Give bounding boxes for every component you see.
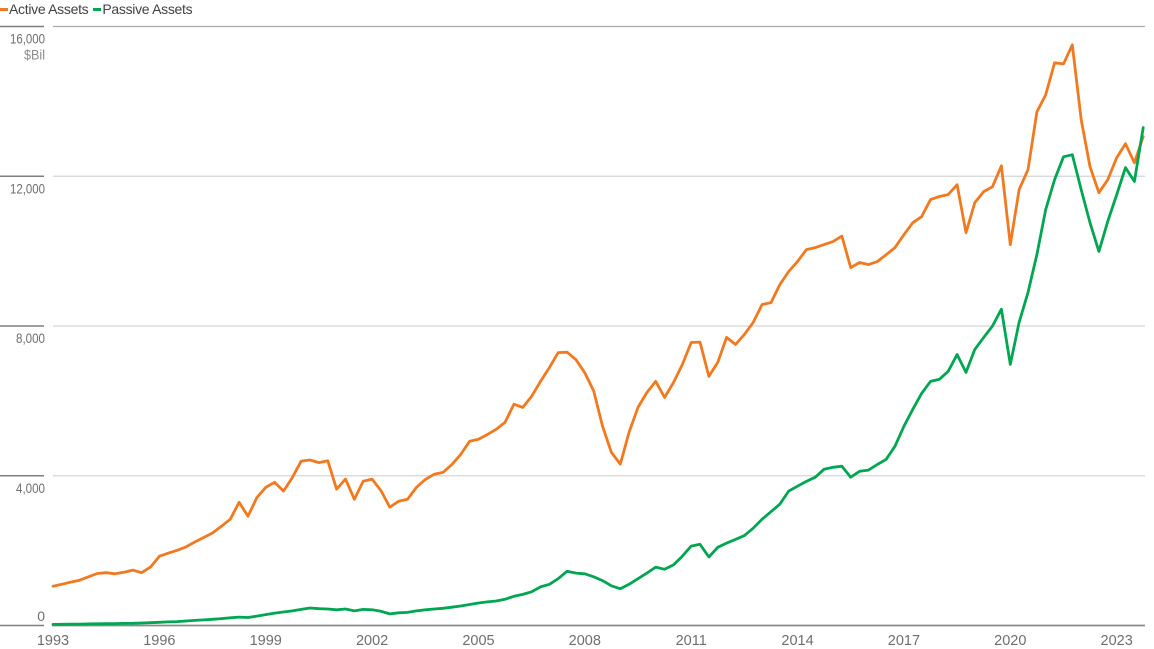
x-axis-label-1993: 1993 (37, 633, 69, 649)
active-assets-line (51, 43, 1145, 588)
passive-series-swatch-icon (93, 7, 102, 11)
y-axis-label-12000: 12,000 (10, 180, 45, 196)
x-axis-label-2017: 2017 (888, 633, 920, 649)
legend-item-passive-assets: Passive Assets (93, 1, 193, 17)
x-axis-label-2008: 2008 (569, 633, 601, 649)
x-axis-label-1996: 1996 (143, 633, 175, 649)
x-axis-label-2002: 2002 (356, 633, 388, 649)
x-axis-label-2020: 2020 (994, 633, 1026, 649)
y-axis-label-0: 0 (37, 608, 45, 624)
active-series-swatch-icon (0, 7, 8, 11)
x-axis-label-2023: 2023 (1101, 633, 1133, 649)
y-axis-label-16000: 16,000 (10, 31, 45, 47)
x-axis-label-2005: 2005 (462, 633, 494, 649)
x-axis-label-2014: 2014 (781, 633, 813, 649)
legend-label-passive-assets: Passive Assets (102, 1, 193, 17)
y-axis-label-8000: 8,000 (16, 330, 45, 346)
passive-assets-line (51, 126, 1145, 626)
y-axis-unit-label: $Bil (24, 48, 45, 63)
legend-label-active-assets: Active Assets (9, 1, 89, 17)
legend-item-active-assets: Active Assets (0, 1, 89, 17)
x-axis-label-2011: 2011 (676, 633, 707, 649)
chart-legend: Active Assets Passive Assets (0, 1, 193, 17)
x-axis-label-1999: 1999 (250, 633, 282, 649)
y-axis-label-4000: 4,000 (16, 480, 45, 496)
